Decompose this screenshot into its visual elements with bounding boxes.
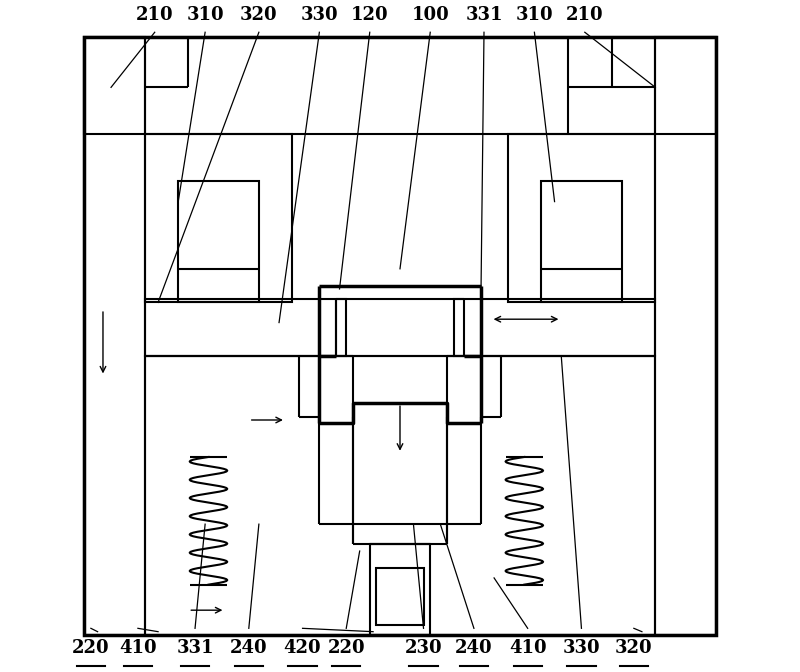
Text: 330: 330: [301, 5, 338, 24]
Bar: [145, 134, 293, 302]
Bar: [655, 37, 716, 635]
Text: 220: 220: [72, 639, 110, 657]
Text: 240: 240: [230, 639, 268, 657]
Bar: [145, 356, 655, 635]
Text: 100: 100: [411, 5, 449, 24]
Bar: [377, 568, 423, 625]
Text: 320: 320: [240, 5, 278, 24]
Text: 420: 420: [284, 639, 322, 657]
Text: 210: 210: [136, 5, 174, 24]
Text: 310: 310: [186, 5, 224, 24]
Text: 410: 410: [119, 639, 157, 657]
Text: 331: 331: [176, 639, 214, 657]
Text: 210: 210: [566, 5, 604, 24]
Text: 310: 310: [515, 5, 554, 24]
Bar: [84, 37, 716, 134]
Text: 331: 331: [466, 5, 502, 24]
Text: 320: 320: [615, 639, 653, 657]
Bar: [178, 181, 259, 302]
Bar: [84, 37, 145, 635]
Bar: [370, 544, 430, 635]
Bar: [84, 37, 716, 635]
Text: 120: 120: [351, 5, 389, 24]
Bar: [541, 181, 622, 302]
Bar: [507, 134, 655, 302]
Text: 330: 330: [562, 639, 600, 657]
Bar: [454, 299, 655, 356]
Text: 230: 230: [405, 639, 442, 657]
Bar: [145, 299, 346, 356]
Text: 240: 240: [455, 639, 493, 657]
Text: 220: 220: [327, 639, 365, 657]
Text: 410: 410: [509, 639, 546, 657]
